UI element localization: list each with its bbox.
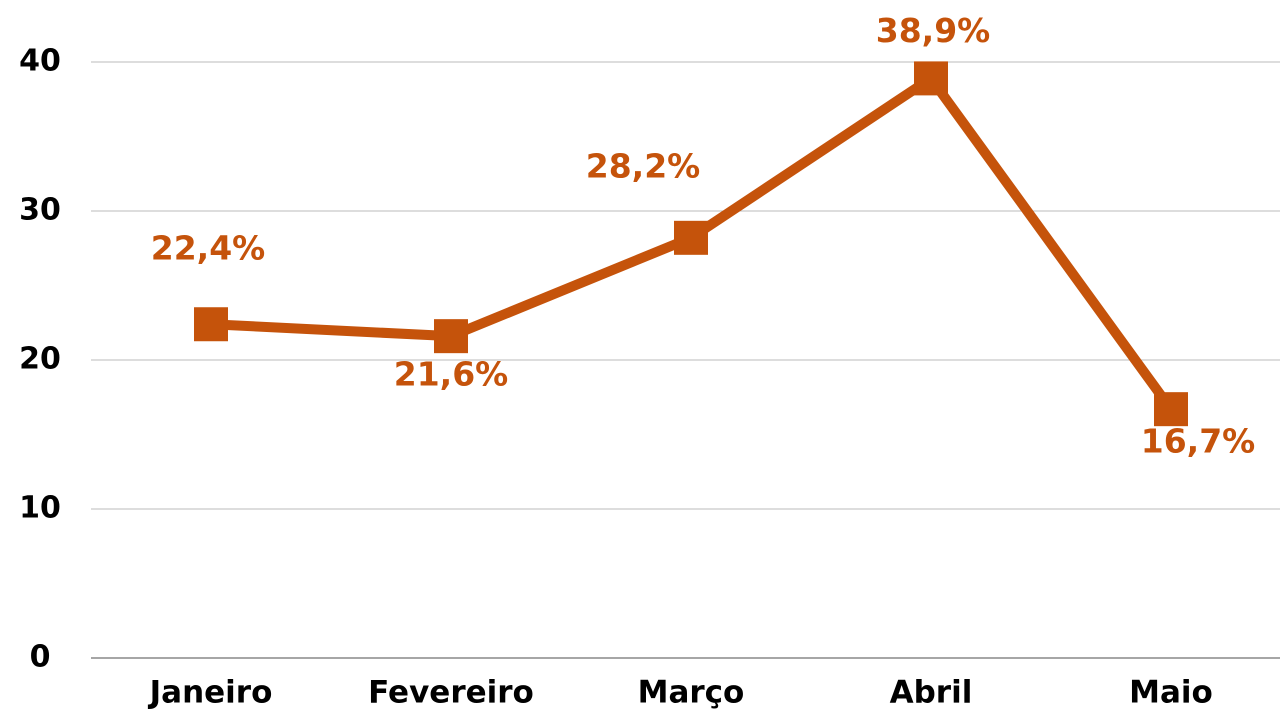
marker <box>914 61 948 96</box>
y-tick-label: 30 <box>19 193 61 228</box>
data-label: 21,6% <box>394 355 509 394</box>
data-label: 22,4% <box>151 229 266 268</box>
x-tick-label: Maio <box>1129 675 1213 711</box>
marker <box>434 319 468 354</box>
x-tick-label: Março <box>638 675 745 711</box>
x-tick-label: Abril <box>890 675 973 711</box>
data-label: 16,7% <box>1141 422 1256 461</box>
y-tick-label: 10 <box>19 491 61 526</box>
data-label: 28,2% <box>586 146 701 185</box>
marker <box>1154 392 1188 427</box>
x-tick-label: Fevereiro <box>368 675 534 711</box>
y-tick-label: 0 <box>30 640 51 675</box>
marker <box>674 220 708 255</box>
marker <box>194 307 228 342</box>
x-tick-label: Janeiro <box>148 675 273 711</box>
y-tick-label: 20 <box>19 342 61 377</box>
y-tick-label: 40 <box>19 44 61 79</box>
data-label: 38,9% <box>876 11 991 50</box>
